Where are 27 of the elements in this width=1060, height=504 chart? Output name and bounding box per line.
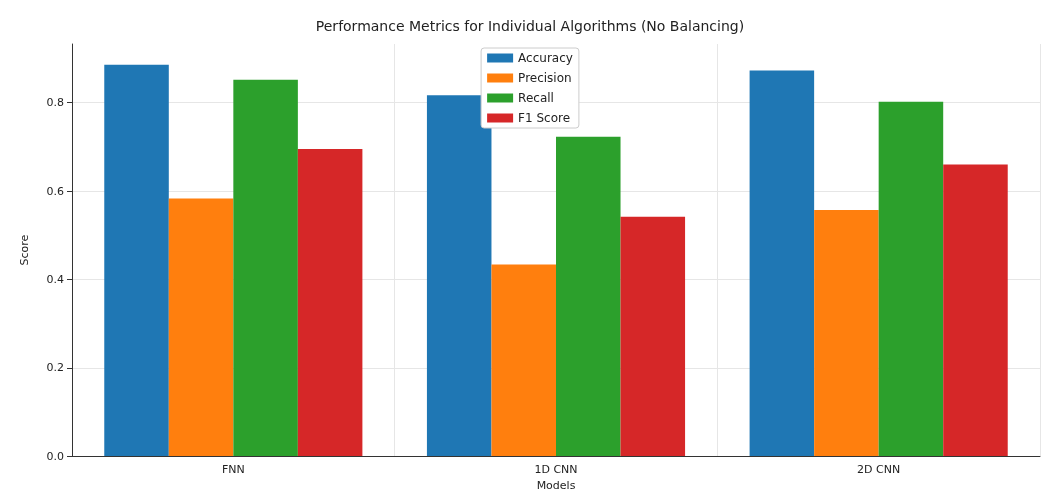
bar [426,95,492,457]
x-tick-label: FNN [221,463,245,477]
bar [491,264,556,457]
x-tick-label: 2D CNN [857,463,901,477]
bar [104,64,169,457]
bar [749,70,815,457]
y-tick-label: 0.2 [46,361,64,375]
chart-title: Performance Metrics for Individual Algorithms (No Balancing) [315,18,745,34]
bar [878,101,944,457]
legend-label: F1 Score [518,111,571,125]
bar [943,164,1008,457]
y-tick-label: 0.0 [46,449,64,463]
bar [814,210,879,457]
legend-label: Recall [518,91,554,105]
legend-label: Accuracy [518,51,573,65]
y-tick-label: 0.4 [46,272,64,286]
bar [168,198,234,457]
x-tick-label: 1D CNN [534,463,578,477]
y-axis-title: Score [18,234,31,266]
bar [556,136,621,457]
x-axis-title: Models [536,479,576,492]
bar [620,216,686,457]
bar [233,79,298,457]
bar [297,149,363,457]
y-tick-label: 0.6 [46,184,64,198]
y-tick-label: 0.8 [46,96,64,110]
legend-label: Precision [518,71,572,85]
